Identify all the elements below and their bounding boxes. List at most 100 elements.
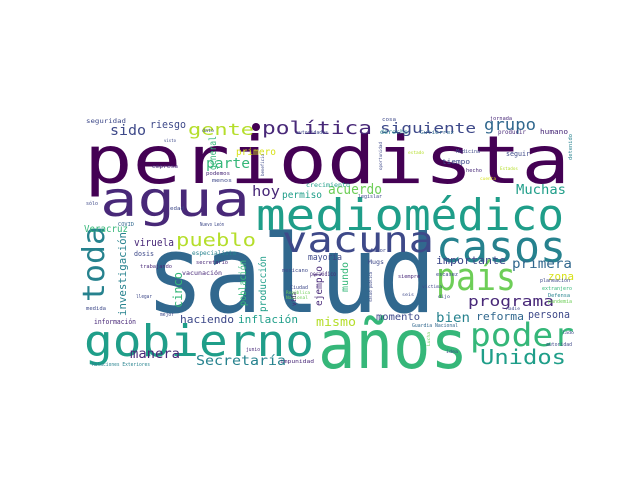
word-poder: poder bbox=[470, 316, 574, 354]
word-informacion: información bbox=[94, 318, 136, 326]
word-grupo: grupo bbox=[484, 115, 536, 134]
word-muchas: Muchas bbox=[516, 183, 566, 198]
word-momento: momento bbox=[376, 312, 420, 323]
word-unidos: Unidos bbox=[480, 345, 566, 369]
word-veracruz: Veracruz bbox=[84, 224, 128, 235]
word-extranjero: extranjero bbox=[542, 286, 572, 292]
word-guardia-nacional: Guardia Nacional bbox=[412, 323, 458, 329]
dot-mark bbox=[252, 123, 260, 131]
word-oportunidad: oportunidad bbox=[378, 141, 383, 170]
word-empresa: empresa bbox=[152, 164, 178, 170]
word-hoy: hoy bbox=[252, 184, 280, 200]
word-nacional: Nacional bbox=[286, 295, 309, 300]
word-producir: producir bbox=[498, 129, 526, 136]
word-permiso: permiso bbox=[282, 190, 322, 201]
word-seguir: seguir bbox=[506, 150, 530, 158]
word-tiempo: tiempo bbox=[442, 158, 470, 166]
word-ejemplo: ejemplo bbox=[314, 266, 325, 306]
word-politica: política bbox=[262, 118, 372, 139]
word-idea: idea bbox=[446, 349, 459, 354]
word-manera: manera bbox=[130, 347, 180, 362]
word-zona: zona bbox=[548, 270, 574, 283]
word-salud-publica: salud pública bbox=[368, 271, 373, 302]
word-pueblo: pueblo bbox=[176, 230, 256, 251]
word-programa: programa bbox=[468, 294, 554, 310]
word-detenido: detenido bbox=[568, 134, 574, 160]
word-produccion: producción bbox=[257, 256, 269, 312]
word-salud: salud bbox=[146, 213, 436, 338]
word-jornada: jornada bbox=[490, 116, 512, 122]
word-derecho: derecho bbox=[380, 129, 408, 136]
word-cosa: cosa bbox=[382, 117, 396, 123]
word-dato: dato bbox=[202, 128, 215, 133]
word-mundo: mundo bbox=[340, 262, 351, 292]
word-pais: país bbox=[436, 255, 516, 299]
word-agua: agua bbox=[100, 172, 250, 228]
word-gobierno: gobierno bbox=[84, 316, 314, 367]
word-favor: favor bbox=[370, 248, 386, 254]
word-cinco: cinco bbox=[171, 272, 185, 308]
cloud-background bbox=[84, 115, 572, 367]
word-victima: víctima bbox=[422, 284, 443, 289]
word-ciudad: Ciudad bbox=[290, 285, 308, 291]
word-secretario: secretario bbox=[196, 260, 228, 266]
word-lucha: Lucha bbox=[426, 331, 431, 346]
word-riesgo: riesgo bbox=[150, 118, 186, 131]
word-planeacion: planeación bbox=[540, 277, 570, 284]
word-bien: bien bbox=[436, 311, 470, 326]
word-primero: primero bbox=[236, 147, 276, 158]
word-nuevo-leon: Nuevo León bbox=[200, 221, 224, 228]
word-importante: importante bbox=[436, 254, 506, 267]
word-humano: humano bbox=[540, 128, 568, 136]
word-pandemia: pandemia bbox=[548, 299, 572, 305]
word-estados: Estados bbox=[500, 166, 519, 171]
word-defensa: Defensa bbox=[548, 293, 570, 299]
word-seguridad: seguridad bbox=[86, 118, 126, 125]
word-medicina: Medicina bbox=[456, 149, 480, 155]
word-vida: vida bbox=[291, 292, 298, 306]
word-siempre: siempre bbox=[398, 274, 420, 280]
word-mejor: mejor bbox=[160, 312, 174, 318]
word-visto: visto bbox=[164, 138, 177, 143]
word-beneficio: beneficio bbox=[260, 153, 265, 176]
word-covid: COVID bbox=[118, 222, 134, 228]
word-siguiente: siguiente bbox=[380, 121, 476, 137]
word-casos: casos bbox=[436, 222, 566, 273]
word-periodista: periodista bbox=[84, 122, 570, 199]
word-menos: menos bbox=[212, 178, 232, 184]
word-primera: primera bbox=[512, 257, 572, 272]
word-vacunacion: vacunación bbox=[182, 270, 222, 277]
word-toda: toda bbox=[77, 226, 112, 302]
word-mugs: Mugs bbox=[368, 259, 384, 266]
word-investigacion: investigación bbox=[116, 232, 129, 316]
word-medida: medida bbox=[86, 306, 106, 312]
word-parte: parte bbox=[206, 156, 250, 172]
word-medico: médico bbox=[404, 190, 564, 241]
word-viruela: viruela bbox=[134, 236, 174, 249]
word-crecimiento: crecimiento bbox=[306, 182, 350, 189]
word-gutierrez: Gutiérrez bbox=[420, 129, 454, 136]
word-edad: edad bbox=[170, 206, 184, 212]
word-llegar: llegar bbox=[136, 294, 152, 300]
word-general: general bbox=[208, 136, 219, 170]
word-gente: gente bbox=[188, 120, 254, 139]
word-periodico: periódico bbox=[310, 271, 336, 278]
word-dijo: dijo bbox=[438, 294, 451, 299]
word-mayoria: mayoría bbox=[308, 253, 342, 263]
word-impunidad: impunidad bbox=[280, 359, 314, 365]
word-haciendo: haciendo bbox=[180, 313, 234, 326]
word-junio: junio bbox=[246, 347, 260, 353]
word-legislar: legislar bbox=[358, 194, 382, 200]
word-secretaria: Secretaría bbox=[196, 354, 286, 369]
word-reforma: reforma bbox=[476, 310, 524, 323]
word-lado: lado bbox=[562, 330, 575, 335]
word-años: años bbox=[318, 306, 468, 385]
word-nadie: nadie bbox=[506, 306, 521, 311]
word-mismo: mismo bbox=[316, 315, 356, 329]
word-inflacion: inflación bbox=[238, 313, 298, 326]
word-cuenta: cuenta bbox=[480, 176, 497, 181]
word-autoridades: autoridades bbox=[296, 130, 328, 136]
word-podemos: podemos bbox=[206, 171, 230, 177]
word-sido: sido bbox=[110, 123, 146, 139]
